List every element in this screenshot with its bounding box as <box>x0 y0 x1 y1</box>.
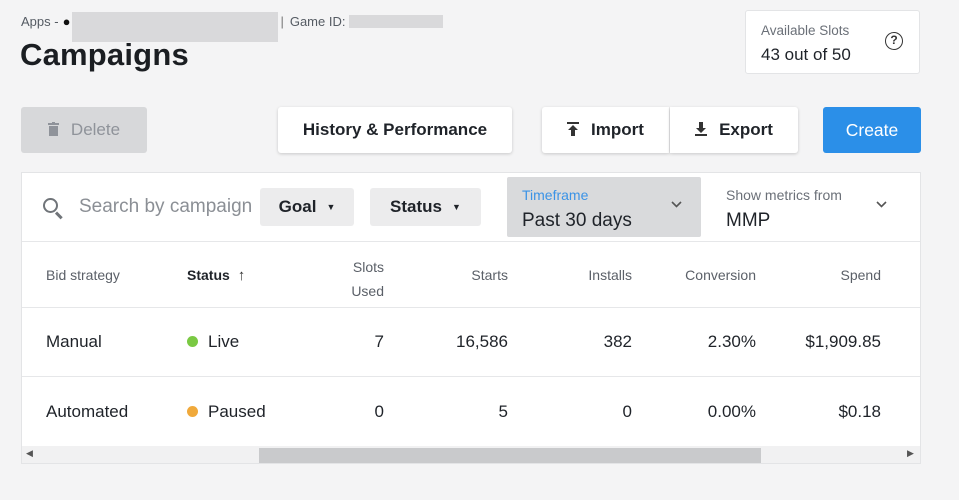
available-slots-card: Available Slots 43 out of 50 ? <box>745 10 920 74</box>
delete-label: Delete <box>70 120 121 139</box>
timeframe-value: Past 30 days <box>522 210 632 231</box>
create-label: Create <box>845 119 899 140</box>
goal-filter-dropdown[interactable]: Goal ▼ <box>260 188 354 226</box>
history-performance-label: History & Performance <box>302 120 488 139</box>
cell-bid-strategy: Manual <box>46 332 102 351</box>
available-slots-value: 43 out of 50 <box>761 45 851 64</box>
status-dot-live <box>187 336 198 347</box>
column-header-status[interactable]: Status ↑ <box>187 267 245 284</box>
download-icon <box>695 121 708 139</box>
cell-conversion: 2.30% <box>707 332 756 351</box>
cell-status-label: Paused <box>208 402 266 421</box>
search-icon <box>43 198 58 213</box>
column-header-spend[interactable]: Spend <box>840 267 881 283</box>
search-input[interactable] <box>79 196 259 218</box>
goal-filter-label: Goal <box>278 197 317 216</box>
cell-slots-used: 7 <box>374 332 384 351</box>
column-header-slots-used[interactable]: Slots Used <box>322 255 384 303</box>
trash-icon <box>47 121 59 139</box>
timeframe-label: Timeframe <box>522 187 589 203</box>
breadcrumb-game-id-label: Game ID: <box>289 13 346 29</box>
import-label: Import <box>591 120 644 139</box>
breadcrumb-separator: | <box>280 13 284 29</box>
chevron-down-icon <box>876 199 887 211</box>
caret-down-icon: ▼ <box>326 202 336 212</box>
help-icon[interactable]: ? <box>885 32 903 50</box>
create-button[interactable]: Create <box>823 107 921 153</box>
column-header-installs[interactable]: Installs <box>588 267 632 283</box>
campaigns-table-card: Goal ▼ Status ▼ Timeframe Past 30 days S… <box>21 172 921 464</box>
breadcrumb-apps[interactable]: Apps - <box>21 13 59 29</box>
available-slots-label: Available Slots <box>761 23 850 38</box>
status-dot-paused <box>187 406 198 417</box>
cell-installs: 382 <box>603 332 632 351</box>
scroll-left-arrow-icon[interactable]: ◀ <box>26 448 33 458</box>
scrollbar-thumb[interactable] <box>259 448 761 463</box>
apple-icon: ● <box>62 13 71 29</box>
column-header-bid-strategy[interactable]: Bid strategy <box>46 267 120 283</box>
status-filter-label: Status <box>390 197 443 216</box>
cell-installs: 0 <box>622 402 632 421</box>
delete-button[interactable]: Delete <box>21 107 147 153</box>
divider <box>22 241 920 242</box>
status-filter-dropdown[interactable]: Status ▼ <box>370 188 481 226</box>
cell-status: Paused <box>187 402 266 422</box>
arrow-up-icon: ↑ <box>237 267 246 284</box>
redacted-app-name <box>72 12 279 42</box>
metrics-source-value: MMP <box>726 210 771 231</box>
cell-spend: $0.18 <box>838 402 881 421</box>
column-header-conversion[interactable]: Conversion <box>685 267 756 283</box>
upload-icon <box>567 121 580 139</box>
timeframe-select[interactable]: Timeframe Past 30 days <box>507 177 701 237</box>
cell-status: Live <box>187 332 239 352</box>
export-button[interactable]: Export <box>670 107 798 153</box>
metrics-source-label: Show metrics from <box>726 187 842 203</box>
cell-bid-strategy: Automated <box>46 402 129 421</box>
scroll-right-arrow-icon[interactable]: ▶ <box>907 448 914 458</box>
divider <box>22 307 920 308</box>
chevron-down-icon <box>671 199 682 211</box>
column-header-slots-used-line2: Used <box>351 283 384 299</box>
page-title: Campaigns <box>20 37 189 72</box>
divider <box>22 376 920 377</box>
caret-down-icon: ▼ <box>452 202 461 212</box>
cell-slots-used: 0 <box>374 402 384 421</box>
import-button[interactable]: Import <box>542 107 669 153</box>
cell-spend: $1,909.85 <box>805 332 881 351</box>
column-header-slots-used-line1: Slots <box>352 259 384 275</box>
cell-starts: 5 <box>498 402 508 421</box>
redacted-game-id <box>349 14 444 28</box>
cell-status-label: Live <box>208 332 240 351</box>
history-performance-button[interactable]: History & Performance <box>278 107 512 153</box>
metrics-source-select[interactable]: Show metrics from MMP <box>708 177 920 237</box>
cell-starts: 16,586 <box>456 332 508 351</box>
export-label: Export <box>719 120 773 139</box>
column-header-starts[interactable]: Starts <box>471 267 508 283</box>
column-header-status-label: Status <box>187 267 230 283</box>
breadcrumb: Apps - ● | Game ID: <box>21 12 444 42</box>
cell-conversion: 0.00% <box>707 402 756 421</box>
